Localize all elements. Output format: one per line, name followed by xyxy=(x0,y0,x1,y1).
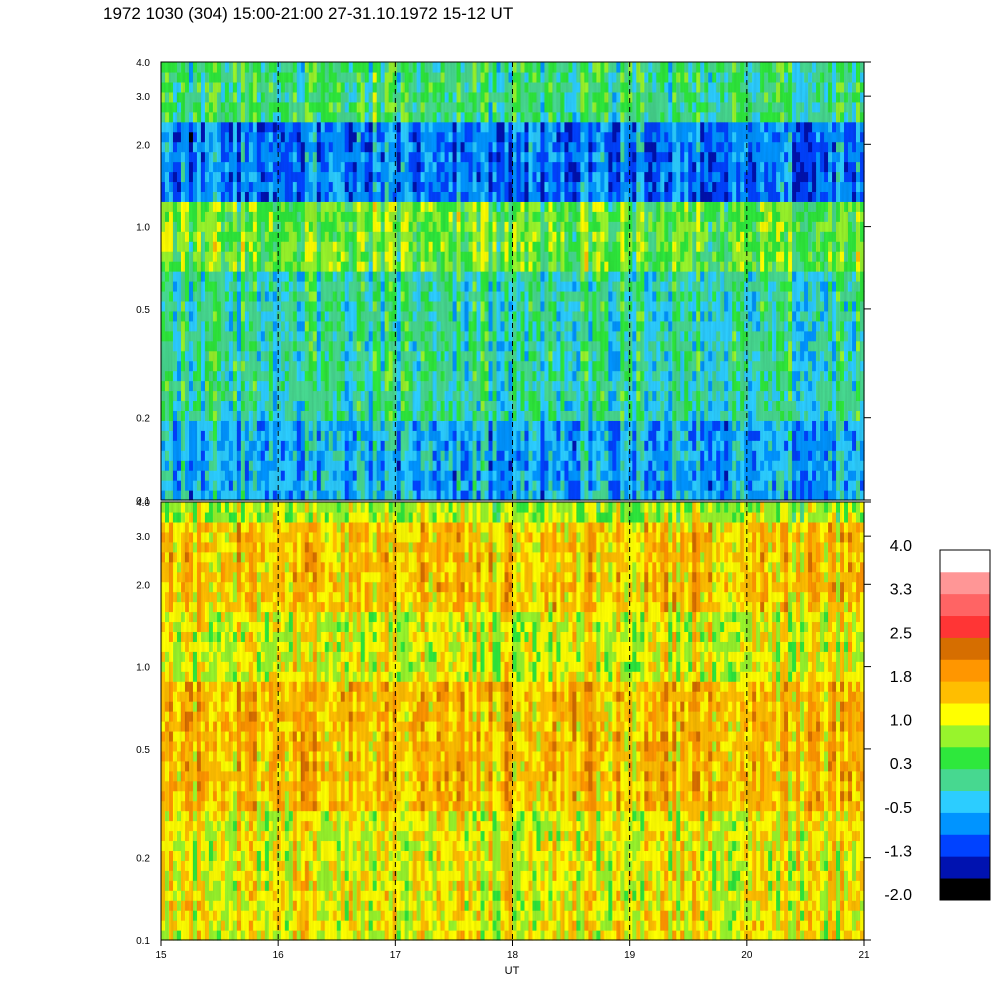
chart-title: 1972 1030 (304) 15:00-21:00 27-31.10.197… xyxy=(103,4,514,23)
